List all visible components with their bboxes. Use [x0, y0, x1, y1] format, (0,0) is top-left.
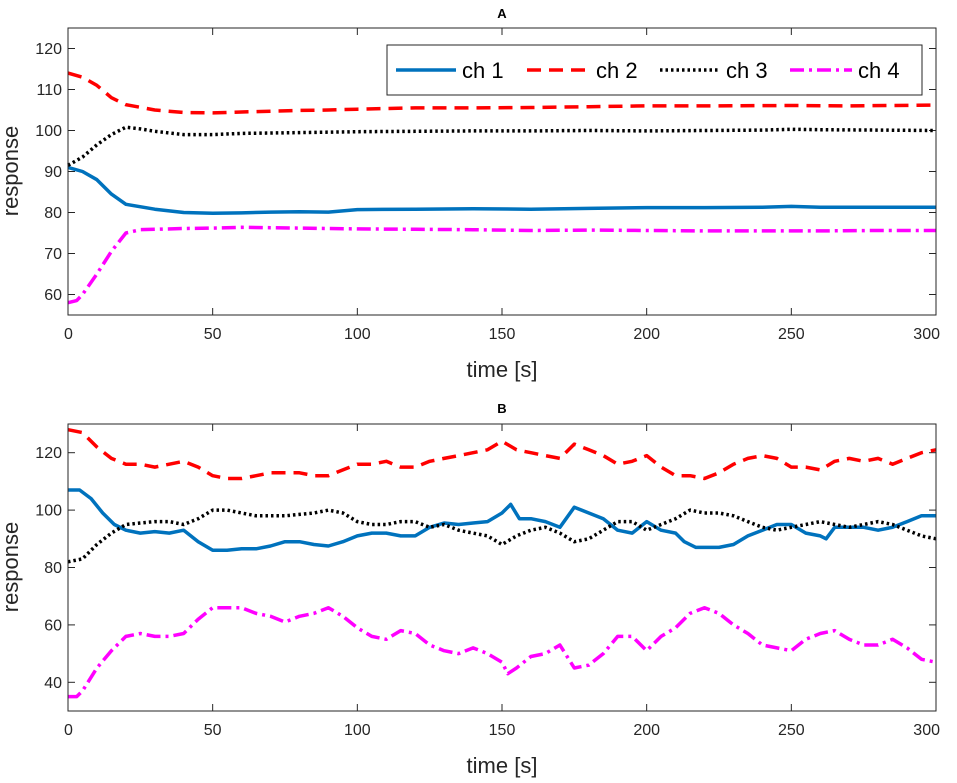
panel-a-series-ch1	[67, 165, 936, 216]
panel-a-xtick-label: 250	[778, 326, 805, 343]
panel-b-series-ch4	[68, 605, 937, 699]
panel-b-ytick-label: 120	[35, 445, 62, 462]
panel-b-xlabel: time [s]	[467, 753, 538, 778]
panel-a-ytick-label: 60	[44, 287, 62, 304]
panel-b-series-ch1	[68, 488, 936, 553]
panel-a-ytick-label: 110	[36, 82, 62, 99]
panel-b-ytick-label: 40	[44, 675, 62, 692]
panel-a-series-ch4	[67, 225, 936, 305]
panel-a-series-ch2	[67, 71, 937, 115]
panel-a-xtick-label: 150	[489, 326, 516, 343]
legend-label-ch4: ch 4	[858, 58, 900, 83]
panel-b-x-ticks: 0 50 100 150 200 250 300	[64, 424, 940, 739]
panel-b-y-ticks: 40 60 80 100 120	[35, 445, 936, 692]
legend-label-ch2: ch 2	[596, 58, 638, 83]
panel-a-y-ticks: 60 70 80 90 100 110 120	[35, 41, 936, 304]
panel-a: A 60 70 80 90 100 110 120 0 50 100 150 200 250 300 t…	[0, 6, 940, 382]
panel-a-ytick-label: 100	[35, 123, 62, 140]
panel-b-series-lines	[67, 427, 937, 699]
panel-a-title: A	[497, 6, 507, 21]
panel-a-xtick-label: 300	[913, 326, 940, 343]
panel-a-xtick-label: 0	[64, 326, 73, 343]
panel-a-ytick-label: 120	[35, 41, 62, 58]
panel-a-xtick-label: 100	[344, 326, 371, 343]
panel-b-title: B	[497, 401, 506, 416]
panel-b-xtick-label: 300	[913, 722, 940, 739]
legend-box	[386, 44, 923, 96]
legend-label-ch3: ch 3	[726, 58, 768, 83]
legend-label-ch1: ch 1	[462, 58, 504, 83]
panel-b: B 40 60 80 100 120 0 50 100 150 200 250 300 time […	[0, 401, 940, 778]
panel-a-ytick-label: 90	[44, 164, 62, 181]
panel-b-xtick-label: 0	[64, 722, 73, 739]
panel-a-xtick-label: 200	[633, 326, 660, 343]
panel-b-xtick-label: 200	[633, 722, 660, 739]
panel-b-xtick-label: 250	[778, 722, 805, 739]
panel-b-ytick-label: 100	[35, 503, 62, 520]
panel-b-xtick-label: 100	[344, 722, 371, 739]
panel-a-ytick-label: 70	[44, 246, 62, 263]
panel-b-series-ch2	[67, 427, 937, 481]
panel-b-xtick-label: 150	[489, 722, 516, 739]
legend: ch 1 ch 2 ch 3 ch 4	[386, 44, 923, 96]
panel-b-plot-area	[68, 424, 936, 711]
panel-b-ytick-label: 80	[44, 560, 62, 577]
panel-a-ytick-label: 80	[44, 205, 62, 222]
panel-a-xlabel: time [s]	[467, 357, 538, 382]
panel-b-ytick-label: 60	[44, 617, 62, 634]
panel-a-ylabel: response	[0, 126, 23, 217]
panel-b-axes-box	[67, 423, 937, 712]
panel-a-axes-box	[67, 27, 937, 316]
panel-a-x-ticks: 0 50 100 150 200 250 300	[64, 28, 940, 343]
panel-b-xtick-label: 50	[204, 722, 222, 739]
panel-a-xtick-label: 50	[204, 326, 222, 343]
panel-a-series-lines	[67, 71, 937, 305]
panel-b-ylabel: response	[0, 522, 23, 613]
panel-a-series-ch3	[67, 125, 937, 167]
panel-b-series-ch3	[67, 508, 937, 564]
